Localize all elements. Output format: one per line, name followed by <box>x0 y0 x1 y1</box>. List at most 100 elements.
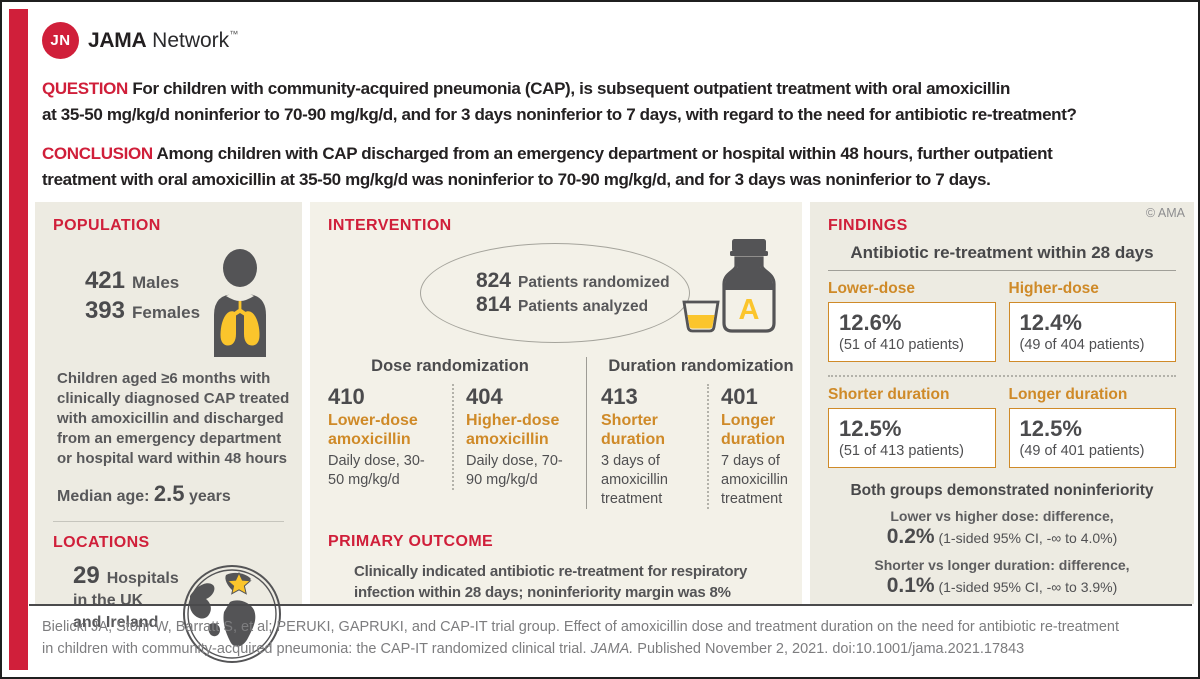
higher-dose-percent: 12.4% <box>1019 310 1082 335</box>
duration-comparison: Shorter vs longer duration: difference, … <box>828 557 1176 598</box>
males-label: Males <box>132 273 180 292</box>
question-label: QUESTION <box>42 79 128 98</box>
longer-duration-detail: 7 days of amoxicillin treatment <box>721 453 788 507</box>
lower-dose-arm: 410 Lower-dose amoxicillin Daily dose, 3… <box>328 384 440 490</box>
brand-name-regular: Network <box>152 28 230 52</box>
lower-dose-percent: 12.6% <box>839 310 902 335</box>
longer-duration-result-label: Longer duration <box>1008 386 1128 403</box>
trademark-symbol: ™ <box>229 28 239 39</box>
intervention-panel: INTERVENTION 824 Patients randomized 814… <box>310 202 802 604</box>
shorter-duration-result: Shorter duration 12.5% (51 of 413 patien… <box>828 386 996 468</box>
population-panel: POPULATION 421 Males 393 Females <box>35 202 302 664</box>
question-text-line1: For children with community-acquired pne… <box>132 79 1011 98</box>
lower-dose-result-label: Lower-dose <box>828 280 915 297</box>
findings-subtitle: Antibiotic re-treatment within 28 days <box>828 243 1176 271</box>
dose-difference-value: 0.2% <box>886 525 935 548</box>
males-count: 421 <box>84 267 125 294</box>
citation: Bielicki JA, Stöhr W, Barratt S, et al; … <box>42 616 1178 660</box>
population-title: POPULATION <box>53 217 161 234</box>
locations-line3: and Ireland <box>73 614 159 632</box>
shorter-duration-detail-count: (51 of 413 patients) <box>839 443 964 459</box>
lower-dose-result-box: 12.6% (51 of 410 patients) <box>828 302 996 362</box>
higher-dose-n: 404 <box>466 384 503 409</box>
analyzed-stat: 814 Patients analyzed <box>465 293 689 317</box>
higher-dose-arm: 404 Higher-dose amoxicillin Daily dose, … <box>452 384 572 490</box>
lower-dose-detail-count: (51 of 410 patients) <box>839 337 964 353</box>
conclusion-text-line1: Among children with CAP discharged from … <box>156 144 1053 163</box>
median-age-unit: years <box>188 488 231 506</box>
lower-dose-result: Lower-dose 12.6% (51 of 410 patients) <box>828 280 996 362</box>
intervention-top: 824 Patients randomized 814 Patients ana… <box>328 235 784 347</box>
brand-name-bold: JAMA <box>88 28 147 52</box>
median-age-value: 2.5 <box>153 481 185 507</box>
higher-dose-result-box: 12.4% (49 of 404 patients) <box>1008 302 1176 362</box>
lower-dose-detail: Daily dose, 30-50 mg/kg/d <box>328 453 425 488</box>
dose-difference-ci: (1-sided 95% CI, -∞ to 4.0%) <box>938 530 1118 546</box>
randomized-stat: 824 Patients randomized <box>465 269 689 293</box>
hospitals-label: Hospitals <box>106 570 179 588</box>
shorter-duration-percent: 12.5% <box>839 416 902 441</box>
females-stat: 393 Females <box>73 297 204 325</box>
findings-dotted-divider <box>828 375 1176 377</box>
shorter-duration-n: 413 <box>601 384 638 409</box>
longer-duration-name: Longer duration <box>721 412 785 448</box>
locations-title: LOCATIONS <box>53 534 150 552</box>
population-stats: 421 Males 393 Females <box>53 249 284 357</box>
question-text-line2: at 35-50 mg/kg/d noninferior to 70-90 mg… <box>42 105 1077 124</box>
dose-comparison-label: Lower vs higher dose: difference, <box>890 508 1114 524</box>
randomization-columns: Dose randomization 410 Lower-dose amoxic… <box>328 357 794 509</box>
longer-duration-result-box: 12.5% (49 of 401 patients) <box>1008 408 1176 468</box>
citation-line1: Bielicki JA, Stöhr W, Barratt S, et al; … <box>42 619 1119 635</box>
conclusion-label: CONCLUSION <box>42 144 153 163</box>
hospitals-count: 29 <box>73 562 100 590</box>
median-age: Median age: 2.5 years <box>57 481 284 507</box>
population-description: Children aged ≥6 months with clinically … <box>57 370 290 468</box>
shorter-duration-result-box: 12.5% (51 of 413 patients) <box>828 408 996 468</box>
duration-results-row: Shorter duration 12.5% (51 of 413 patien… <box>828 386 1176 468</box>
duration-difference-value: 0.1% <box>886 574 935 597</box>
shorter-duration-detail: 3 days of amoxicillin treatment <box>601 453 668 507</box>
lower-dose-name: Lower-dose amoxicillin <box>328 412 418 448</box>
duration-randomization-group: Duration randomization 413 Shorter durat… <box>586 357 801 509</box>
intervention-title: INTERVENTION <box>328 217 452 234</box>
conclusion-paragraph: CONCLUSION Among children with CAP disch… <box>42 141 1180 193</box>
jama-network-logo: JN JAMA Network™ <box>42 22 238 59</box>
dose-results-row: Lower-dose 12.6% (51 of 410 patients) Hi… <box>828 280 1176 362</box>
shorter-duration-result-label: Shorter duration <box>828 386 950 403</box>
duration-randomization-header: Duration randomization <box>608 357 794 375</box>
globe-with-star-icon <box>183 565 281 664</box>
longer-duration-detail-count: (49 of 401 patients) <box>1019 443 1145 459</box>
citation-line2-post: Published November 2, 2021. doi:10.1001/… <box>633 641 1025 658</box>
randomized-count: 824 <box>475 269 511 292</box>
females-label: Females <box>132 303 201 322</box>
analyzed-count: 814 <box>475 293 511 316</box>
longer-duration-percent: 12.5% <box>1019 416 1082 441</box>
analyzed-label: Patients analyzed <box>518 298 649 315</box>
footer-divider <box>29 604 1192 606</box>
shorter-duration-name: Shorter duration <box>601 412 665 448</box>
longer-duration-result: Longer duration 12.5% (49 of 401 patient… <box>1008 386 1176 468</box>
higher-dose-detail-count: (49 of 404 patients) <box>1019 337 1145 353</box>
jn-logo-icon: JN <box>42 22 79 59</box>
lower-dose-n: 410 <box>328 384 365 409</box>
dose-randomization-header: Dose randomization <box>371 357 529 375</box>
primary-outcome-text: Clinically indicated antibiotic re-treat… <box>354 562 748 602</box>
brand-name: JAMA Network™ <box>88 29 238 53</box>
medicine-bottle-icon: A <box>682 239 776 333</box>
longer-duration-n: 401 <box>721 384 758 409</box>
locations-row: 29 Hospitals in the UK and Ireland <box>53 562 284 666</box>
citation-journal: JAMA. <box>590 641 634 658</box>
females-count: 393 <box>84 297 125 324</box>
duration-comparison-label: Shorter vs longer duration: difference, <box>874 557 1130 573</box>
shorter-duration-arm: 413 Shorter duration 3 days of amoxicill… <box>601 384 695 509</box>
males-stat: 421 Males <box>73 267 204 295</box>
higher-dose-result-label: Higher-dose <box>1008 280 1099 297</box>
randomized-label: Patients randomized <box>518 274 670 291</box>
ama-copyright: © AMA <box>1145 206 1185 220</box>
population-divider <box>53 521 284 523</box>
higher-dose-detail: Daily dose, 70-90 mg/kg/d <box>466 453 563 488</box>
locations-line2: in the UK <box>73 592 144 610</box>
noninferiority-statement: Both groups demonstrated noninferiority <box>850 482 1154 499</box>
primary-outcome-title: PRIMARY OUTCOME <box>328 532 494 550</box>
